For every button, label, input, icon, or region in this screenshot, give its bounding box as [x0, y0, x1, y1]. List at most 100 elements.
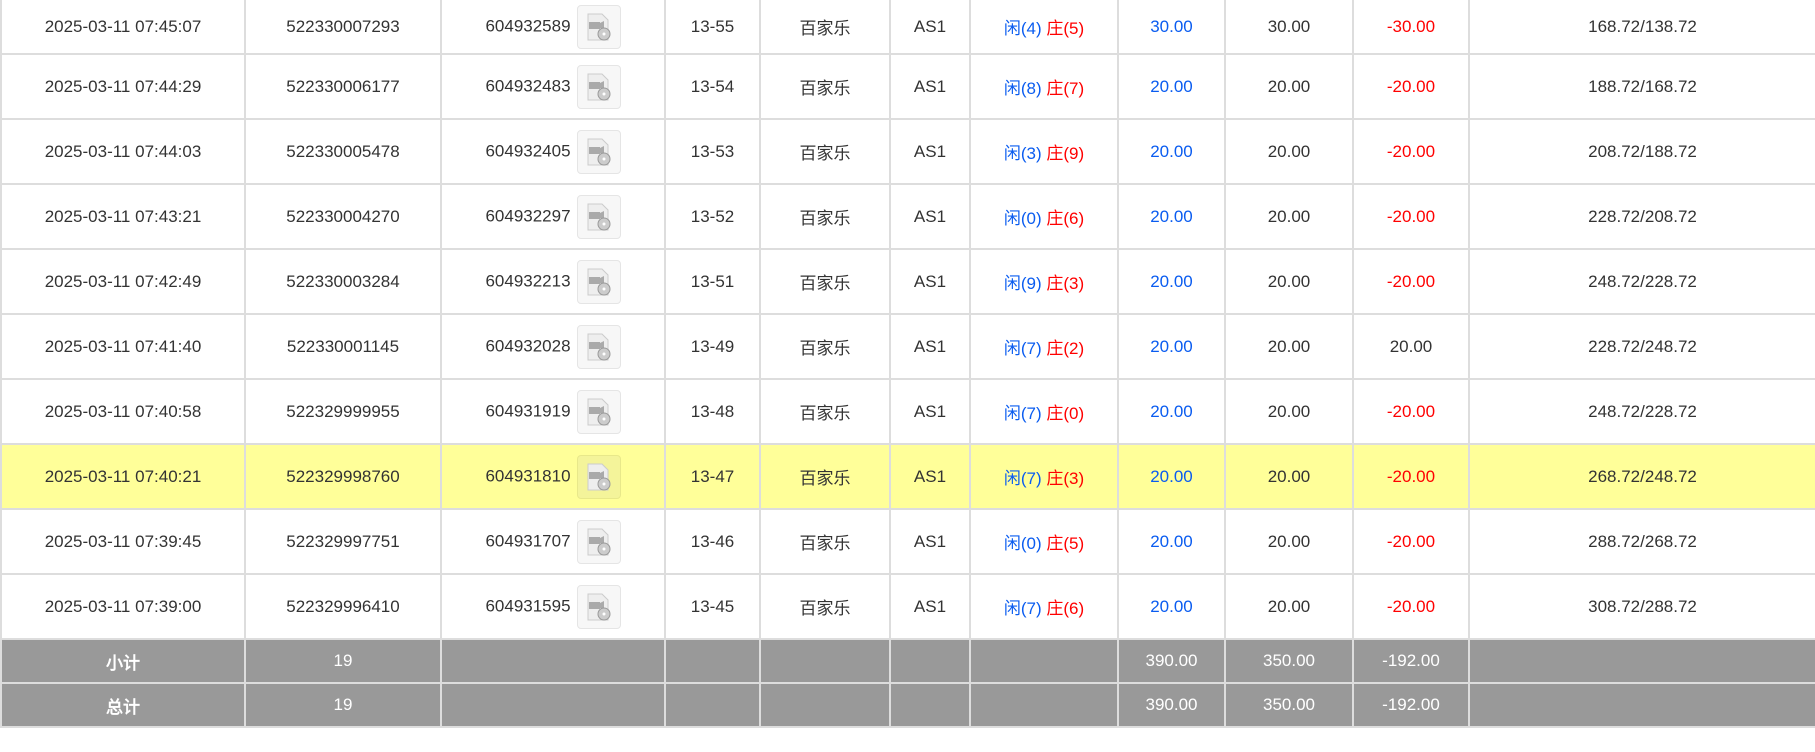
bet-time: 2025-03-11 07:39:00 [0, 573, 246, 640]
table-name: AS1 [889, 248, 971, 315]
balance: 228.72/248.72 [1468, 313, 1815, 380]
shoe-number: 13-54 [664, 53, 761, 120]
result-cell: 闲(7) 庄(0) [969, 378, 1119, 445]
banker-result: 庄(5) [1046, 534, 1085, 553]
shoe-number: 13-53 [664, 118, 761, 185]
player-result: 闲(8) [1003, 79, 1042, 98]
round-id-cell: 604932589 [440, 0, 666, 55]
player-result: 闲(3) [1003, 144, 1042, 163]
result-cell: 闲(7) 庄(2) [969, 313, 1119, 380]
table-row: 2025-03-11 07:42:49 522330003284 6049322… [0, 248, 1815, 315]
bet-amount: 20.00 [1117, 508, 1226, 575]
shoe-number: 13-51 [664, 248, 761, 315]
table-row: 2025-03-11 07:40:58 522329999955 6049319… [0, 378, 1815, 445]
bet-id: 522329996410 [244, 573, 442, 640]
subtotal-count: 19 [244, 638, 442, 684]
video-file-icon[interactable] [576, 324, 621, 369]
bet-id: 522329998760 [244, 443, 442, 510]
win-loss: -20.00 [1352, 378, 1470, 445]
balance: 208.72/188.72 [1468, 118, 1815, 185]
win-loss: -20.00 [1352, 183, 1470, 250]
player-result: 闲(7) [1003, 599, 1042, 618]
bet-id: 522330005478 [244, 118, 442, 185]
win-loss: -20.00 [1352, 248, 1470, 315]
game-name: 百家乐 [759, 53, 891, 120]
game-name: 百家乐 [759, 118, 891, 185]
table-name: AS1 [889, 118, 971, 185]
banker-result: 庄(0) [1046, 404, 1085, 423]
round-id: 604932483 [485, 75, 571, 95]
shoe-number: 13-52 [664, 183, 761, 250]
bet-time: 2025-03-11 07:40:21 [0, 443, 246, 510]
video-file-icon[interactable] [576, 4, 621, 49]
result-cell: 闲(0) 庄(6) [969, 183, 1119, 250]
bet-id: 522330007293 [244, 0, 442, 55]
banker-result: 庄(6) [1046, 599, 1085, 618]
valid-bet: 20.00 [1224, 248, 1354, 315]
result-cell: 闲(7) 庄(3) [969, 443, 1119, 510]
player-result: 闲(7) [1003, 404, 1042, 423]
win-loss: -20.00 [1352, 508, 1470, 575]
bet-id: 522330003284 [244, 248, 442, 315]
bet-time: 2025-03-11 07:42:49 [0, 248, 246, 315]
player-result: 闲(4) [1003, 19, 1042, 38]
banker-result: 庄(6) [1046, 209, 1085, 228]
table-row: 2025-03-11 07:45:07 522330007293 6049325… [0, 0, 1815, 55]
bet-amount: 30.00 [1117, 0, 1226, 55]
table-name: AS1 [889, 53, 971, 120]
video-file-icon[interactable] [576, 129, 621, 174]
subtotal-win: -192.00 [1352, 638, 1470, 684]
table-row: 2025-03-11 07:44:29 522330006177 6049324… [0, 53, 1815, 120]
round-id: 604931595 [485, 595, 571, 615]
subtotal-row: 小计 19 390.00 350.00 -192.00 [0, 638, 1815, 684]
valid-bet: 20.00 [1224, 53, 1354, 120]
balance: 268.72/248.72 [1468, 443, 1815, 510]
balance: 308.72/288.72 [1468, 573, 1815, 640]
round-id: 604932213 [485, 270, 571, 290]
video-file-icon[interactable] [576, 519, 621, 564]
win-loss: -20.00 [1352, 443, 1470, 510]
round-id: 604931919 [485, 400, 571, 420]
round-id-cell: 604932483 [440, 53, 666, 120]
table-row: 2025-03-11 07:41:40 522330001145 6049320… [0, 313, 1815, 380]
bet-id: 522329997751 [244, 508, 442, 575]
table-row: 2025-03-11 07:43:21 522330004270 6049322… [0, 183, 1815, 250]
video-file-icon[interactable] [576, 259, 621, 304]
shoe-number: 13-46 [664, 508, 761, 575]
subtotal-bet: 390.00 [1117, 638, 1226, 684]
win-loss: -30.00 [1352, 0, 1470, 55]
round-id: 604932028 [485, 335, 571, 355]
shoe-number: 13-47 [664, 443, 761, 510]
round-id-cell: 604931707 [440, 508, 666, 575]
bet-amount: 20.00 [1117, 118, 1226, 185]
video-file-icon[interactable] [576, 389, 621, 434]
valid-bet: 20.00 [1224, 508, 1354, 575]
subtotal-valid: 350.00 [1224, 638, 1354, 684]
round-id-cell: 604932028 [440, 313, 666, 380]
total-count: 19 [244, 682, 442, 728]
total-label: 总计 [0, 682, 246, 728]
shoe-number: 13-49 [664, 313, 761, 380]
video-file-icon[interactable] [576, 454, 621, 499]
table-name: AS1 [889, 378, 971, 445]
banker-result: 庄(2) [1046, 339, 1085, 358]
round-id-cell: 604931810 [440, 443, 666, 510]
valid-bet: 20.00 [1224, 378, 1354, 445]
table-row: 2025-03-11 07:39:00 522329996410 6049315… [0, 573, 1815, 640]
shoe-number: 13-48 [664, 378, 761, 445]
table-name: AS1 [889, 508, 971, 575]
table-name: AS1 [889, 443, 971, 510]
table-row: 2025-03-11 07:44:03 522330005478 6049324… [0, 118, 1815, 185]
table-name: AS1 [889, 183, 971, 250]
bet-id: 522330001145 [244, 313, 442, 380]
bet-amount: 20.00 [1117, 443, 1226, 510]
result-cell: 闲(9) 庄(3) [969, 248, 1119, 315]
video-file-icon[interactable] [576, 584, 621, 629]
subtotal-label: 小计 [0, 638, 246, 684]
video-file-icon[interactable] [576, 194, 621, 239]
bet-records-table: 2025-03-11 07:45:07 522330007293 6049325… [0, 0, 1815, 728]
valid-bet: 20.00 [1224, 183, 1354, 250]
video-file-icon[interactable] [576, 64, 621, 109]
game-name: 百家乐 [759, 183, 891, 250]
game-name: 百家乐 [759, 378, 891, 445]
